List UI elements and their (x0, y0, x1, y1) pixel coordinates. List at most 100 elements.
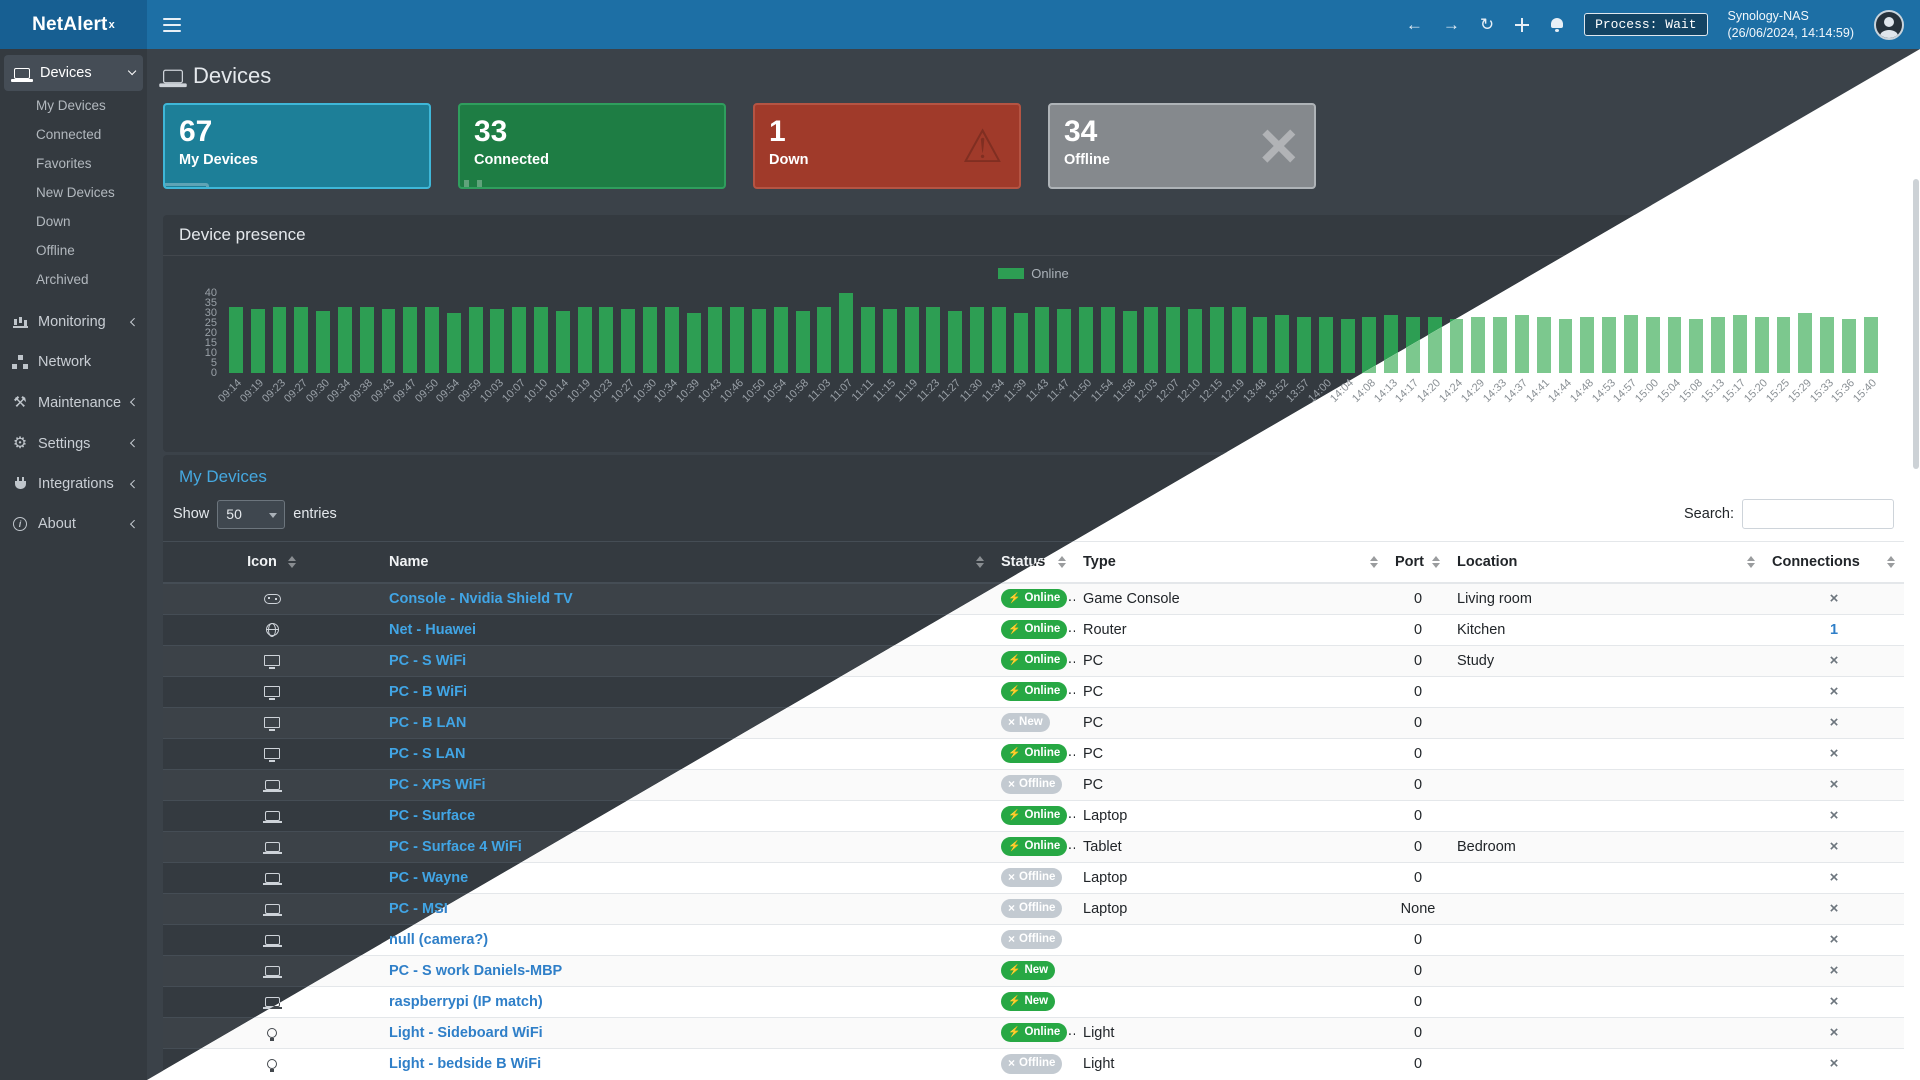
sidebar-item-network[interactable]: Network (0, 342, 147, 382)
column-header-location[interactable]: Location (1449, 541, 1764, 584)
device-name-link[interactable]: PC - S LAN (389, 745, 466, 762)
laptop-icon (165, 182, 209, 187)
device-name-link[interactable]: PC - S work Daniels-MBP (389, 962, 563, 979)
chart-x-label: 09:47 (390, 377, 419, 405)
connections-count-link[interactable]: 1 (1829, 621, 1839, 638)
gear-icon (10, 435, 30, 452)
device-type-cell (1075, 923, 1387, 955)
column-header-type[interactable]: Type (1075, 541, 1387, 584)
chart-bar: 15:29 (1786, 293, 1816, 405)
device-port-cell: 0 (1387, 582, 1449, 614)
scrollbar[interactable] (1912, 49, 1920, 1080)
my-devices-title: My Devices (179, 467, 267, 486)
sort-icon[interactable] (1369, 555, 1379, 569)
device-location-cell (1449, 675, 1764, 707)
refresh-icon[interactable]: ↻ (1479, 15, 1495, 34)
stat-card-offline[interactable]: 34 Offline (1048, 103, 1316, 189)
chart-bar: 14:48 (1568, 293, 1598, 405)
device-name-link[interactable]: PC - Surface (389, 807, 476, 824)
chart-x-label: 15:17 (1720, 377, 1749, 405)
entries-label: entries (293, 506, 337, 522)
sort-icon[interactable] (287, 555, 297, 569)
sidebar-subitem-connected[interactable]: Connected (36, 127, 102, 142)
column-header-connections[interactable]: Connections (1764, 541, 1904, 584)
sidebar-subitem-down[interactable]: Down (36, 214, 71, 229)
device-name-link[interactable]: Net - Huawei (389, 621, 477, 638)
chart-bar: 14:04 (1328, 293, 1359, 405)
device-port-cell: 0 (1387, 923, 1449, 955)
chart-x-label: 14:20 (1415, 377, 1444, 405)
chart-x-label: 10:50 (739, 377, 768, 405)
sort-icon[interactable] (1431, 555, 1441, 569)
sort-icon[interactable] (975, 555, 985, 569)
user-avatar[interactable] (1874, 9, 1904, 40)
info-icon (10, 517, 30, 531)
chart-bar: 14:57 (1611, 293, 1642, 405)
stat-label: Offline (1064, 151, 1110, 168)
chart-bar: 11:39 (1002, 293, 1032, 404)
stat-card-my-devices[interactable]: 67 My Devices (163, 103, 431, 189)
sidebar-item-monitoring[interactable]: Monitoring (0, 302, 147, 342)
chart-bar: 10:54 (761, 293, 792, 405)
sidebar-subitem-archived[interactable]: Archived (36, 272, 89, 287)
chart-x-label: 11:43 (1023, 377, 1051, 405)
back-arrow-icon[interactable]: ← (1405, 15, 1423, 34)
legend-swatch (998, 268, 1025, 279)
sidebar-item-settings[interactable]: Settings (0, 423, 147, 464)
device-type-cell: Light (1075, 1047, 1387, 1079)
column-header-port[interactable]: Port (1387, 541, 1449, 584)
device-name-link[interactable]: Light - Sideboard WiFi (389, 1024, 543, 1041)
device-port-cell: 0 (1387, 954, 1449, 986)
sort-icon[interactable] (1746, 555, 1756, 569)
chart-x-label: 10:03 (478, 377, 506, 405)
column-header-icon[interactable]: Icon (163, 541, 381, 584)
sidebar-item-label: Network (38, 354, 92, 370)
device-name-link[interactable]: PC - Surface 4 WiFi (389, 838, 522, 855)
stat-card-down[interactable]: 1 Down (753, 103, 1021, 189)
chart-x-label: 11:19 (892, 377, 921, 405)
sidebar-item-maintenance[interactable]: Maintenance (0, 382, 147, 423)
chart-x-label: 14:24 (1437, 377, 1466, 405)
chart-x-label: 14:57 (1611, 377, 1640, 405)
sidebar-item-devices[interactable]: Devices (4, 55, 143, 91)
scrollbar-thumb[interactable] (1913, 179, 1919, 469)
sidebar-item-about[interactable]: About (0, 504, 147, 544)
forward-arrow-icon[interactable]: → (1442, 15, 1460, 34)
device-name-link[interactable]: PC - S WiFi (389, 652, 467, 669)
sort-icon[interactable] (1886, 555, 1896, 569)
device-name-link[interactable]: PC - B LAN (389, 714, 467, 731)
stat-card-connected[interactable]: 33 Connected (458, 103, 726, 189)
device-name-link[interactable]: Light - bedside B WiFi (389, 1055, 542, 1072)
sidebar-item-integrations[interactable]: Integrations (0, 464, 147, 504)
plug-icon (460, 179, 488, 187)
devices-page-icon (159, 69, 187, 87)
device-name-link[interactable]: null (camera?) (389, 931, 489, 948)
chart-bar: 10:50 (740, 293, 770, 405)
chart-x-label: 14:17 (1393, 377, 1422, 405)
device-name-link[interactable]: PC - XPS WiFi (389, 776, 486, 793)
device-name-link[interactable]: PC - B WiFi (389, 683, 468, 700)
device-type-cell: PC (1075, 706, 1387, 738)
page-size-select[interactable]: 50 (217, 499, 286, 529)
move-arrows-icon[interactable] (1514, 17, 1530, 33)
device-name-link[interactable]: raspberrypi (IP match) (389, 993, 543, 1010)
chart-x-label: 11:11 (849, 377, 877, 404)
sort-icon[interactable] (1057, 555, 1067, 569)
column-header-name[interactable]: Name (381, 541, 993, 584)
notifications-bell-icon[interactable] (1550, 17, 1564, 32)
page-header: Devices (159, 63, 1904, 89)
brand-logo[interactable]: NetAlert x (0, 0, 147, 49)
status-badge: Online (1001, 1023, 1068, 1042)
sidebar-subitem-my-devices[interactable]: My Devices (36, 98, 106, 113)
chart-y-label: 35 (204, 297, 217, 309)
sidebar-subitem-offline[interactable]: Offline (36, 243, 75, 258)
search-input[interactable] (1742, 499, 1894, 529)
device-name-link[interactable]: Console - Nvidia Shield TV (389, 590, 573, 607)
sidebar-subitem-favorites[interactable]: Favorites (36, 156, 92, 171)
sidebar-toggle-icon[interactable] (163, 14, 181, 36)
sidebar-subitem-new-devices[interactable]: New Devices (36, 185, 115, 200)
chart-legend[interactable]: Online (179, 266, 1888, 281)
device-name-link[interactable]: PC - Wayne (389, 869, 469, 886)
